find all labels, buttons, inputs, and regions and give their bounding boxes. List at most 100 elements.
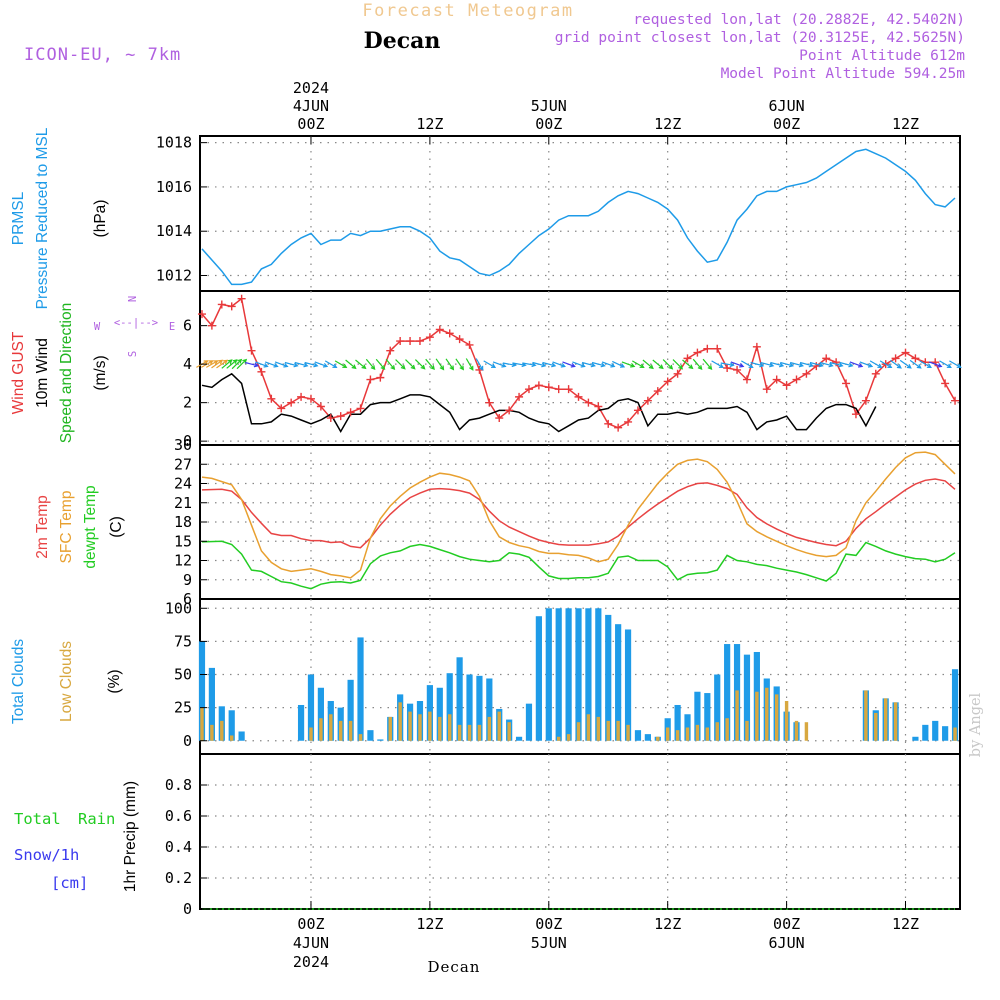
gust-marker (683, 354, 692, 363)
wind-arrow (672, 359, 684, 370)
y-tick-label: 1018 (156, 134, 192, 152)
low-cloud-bar (487, 716, 492, 741)
low-cloud-bar (477, 724, 482, 741)
total-cloud-bar (942, 726, 949, 741)
wind-arrow (245, 361, 260, 368)
y-tick-label: 100 (165, 599, 192, 617)
low-cloud-bar (596, 716, 601, 741)
low-cloud-bar (418, 714, 422, 741)
total-cloud-bar (535, 616, 542, 741)
panel-axis-label: Pressure Reduced to MSL (34, 127, 51, 309)
wind-arrow (231, 358, 243, 370)
wind-arrow (211, 359, 224, 369)
wind-arrow (355, 359, 367, 370)
gust-marker (277, 404, 286, 413)
wind-arrow (949, 360, 962, 369)
grid-lines (200, 136, 960, 909)
low-cloud-bar (576, 722, 581, 741)
wind-arrow (572, 361, 586, 368)
panel-unit-label: (%) (106, 669, 123, 693)
gust-marker (534, 381, 543, 390)
wind-arrow (475, 358, 484, 371)
wind-arrow (770, 361, 785, 368)
panel-axis-label: PRMSL (10, 191, 27, 245)
y-tick-label: 0.4 (165, 838, 192, 856)
gust-marker (455, 335, 464, 344)
wind-arrow (532, 361, 547, 368)
low-cloud-bar (755, 691, 759, 741)
gust-marker (386, 346, 395, 355)
top-time-label: 4JUN (293, 97, 329, 115)
panel-axis-label: dewpt Temp (82, 485, 99, 568)
y-tick-label: 4 (183, 355, 192, 373)
total-cloud-bar (585, 608, 592, 741)
wind-compass: N <--|--> W E S (94, 296, 175, 357)
compass-w: W (94, 321, 101, 333)
total-cloud-bar (456, 657, 463, 741)
wind-arrow (889, 359, 902, 369)
low-cloud-bar (200, 707, 204, 741)
panel-axis-label: Wind GUST (10, 331, 27, 414)
wind-arrow (809, 361, 824, 368)
wind-arrow (375, 358, 386, 371)
gust-marker (733, 365, 742, 374)
gust-marker (931, 358, 940, 367)
gust-marker (673, 369, 682, 378)
wind-arrow (205, 360, 219, 368)
wind-arrow (226, 359, 238, 369)
low-cloud-bar (329, 714, 333, 741)
y-tick-label: 50 (174, 666, 192, 684)
wind-arrow (334, 360, 348, 369)
total-cloud-bar (357, 637, 364, 741)
wind-arrow (274, 361, 289, 368)
gust-marker (901, 348, 910, 357)
low-cloud-bar (705, 727, 710, 741)
low-cloud-bar (725, 718, 729, 741)
y-tick-label: 27 (174, 455, 192, 473)
top-time-label: 5JUN (531, 97, 567, 115)
gust-marker (594, 402, 603, 411)
low-cloud-bar (784, 701, 789, 741)
low-cloud-bar (358, 734, 363, 741)
total-cloud-bar (317, 687, 324, 741)
gust-marker (297, 392, 306, 401)
wind-arrow (790, 361, 805, 368)
low-cloud-bar (794, 720, 799, 741)
panel-axis-label: 2m Temp (34, 495, 51, 558)
gust-marker (515, 392, 524, 401)
compass-arrow: <--|--> (114, 317, 158, 329)
bottom-time-label: 6JUN (769, 934, 805, 952)
low-cloud-bar (626, 724, 630, 741)
total-cloud-bar (624, 629, 632, 741)
wind-arrow (702, 358, 713, 371)
y-tick-label: 1014 (156, 222, 192, 240)
wind-arrow (284, 361, 299, 368)
low-cloud-bar (804, 722, 809, 741)
bottom-time-label: 00Z (297, 915, 324, 933)
low-cloud-bar (220, 720, 224, 741)
wind-arrow (799, 361, 814, 368)
total-cloud-bar (208, 667, 215, 741)
wind-arrow (621, 361, 636, 368)
wind-arrow (652, 359, 664, 370)
wind-arrow (711, 360, 724, 369)
low-cloud-bar (408, 711, 412, 741)
total-cloud-bar (724, 644, 731, 741)
sfc-series-line (201, 451, 956, 579)
wind-arrow (682, 359, 694, 370)
gust-marker (505, 406, 514, 415)
y-tick-label: 0.6 (165, 807, 192, 825)
total-cloud-bar (565, 608, 572, 741)
wind-arrow (839, 361, 854, 368)
wind-arrow (869, 360, 883, 369)
low-cloud-bar (497, 711, 501, 741)
low-cloud-bar (685, 727, 690, 741)
wind-arrow (435, 358, 445, 371)
bottom-time-label: 12Z (892, 915, 919, 933)
y-tick-label: 6 (183, 317, 192, 335)
wind-arrow (552, 361, 566, 368)
gust-marker (861, 396, 870, 405)
series-lines (200, 148, 960, 910)
gust-marker (435, 325, 444, 334)
